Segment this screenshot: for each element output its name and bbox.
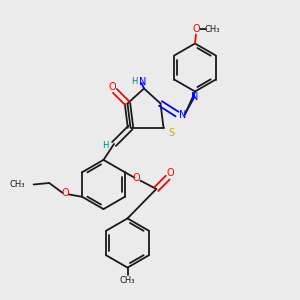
Text: S: S: [168, 128, 174, 138]
Text: O: O: [133, 173, 141, 183]
Text: H: H: [102, 141, 108, 150]
Text: CH₃: CH₃: [9, 180, 25, 189]
Text: N: N: [191, 92, 198, 102]
Text: O: O: [62, 188, 70, 198]
Text: O: O: [167, 168, 175, 178]
Text: H: H: [131, 77, 138, 86]
Text: CH₃: CH₃: [205, 25, 220, 34]
Text: O: O: [192, 24, 200, 34]
Text: N: N: [139, 77, 146, 87]
Text: CH₃: CH₃: [120, 276, 135, 285]
Text: O: O: [108, 82, 116, 92]
Text: N: N: [179, 110, 186, 121]
